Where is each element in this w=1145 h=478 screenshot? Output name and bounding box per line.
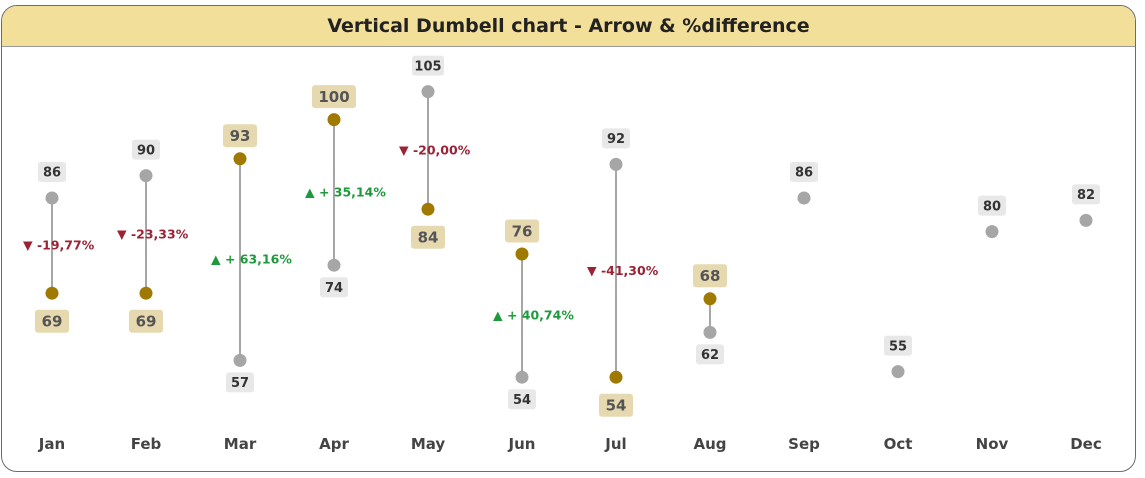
previous-value-label-bg <box>320 277 348 298</box>
previous-value-label: 90 <box>137 143 155 158</box>
previous-point <box>515 370 529 384</box>
current-point <box>139 286 153 300</box>
previous-value-label: 82 <box>1077 188 1095 203</box>
current-value-label-bg <box>505 219 539 243</box>
previous-point <box>609 157 623 171</box>
current-point <box>609 370 623 384</box>
previous-value-label: 86 <box>43 166 61 181</box>
difference-label: ▼ -20,00% <box>399 142 471 157</box>
x-tick-label: Aug <box>693 435 726 453</box>
x-tick-label: Apr <box>319 435 349 453</box>
previous-point <box>233 353 247 367</box>
current-point <box>327 113 341 127</box>
previous-point <box>421 85 435 99</box>
previous-point <box>139 169 153 183</box>
x-tick-label: Feb <box>131 435 162 453</box>
previous-value-label-bg <box>412 55 444 76</box>
x-tick-label: Oct <box>884 435 913 453</box>
chart-title: Vertical Dumbell chart - Arrow & %differ… <box>327 15 810 37</box>
current-value-label-bg <box>223 124 257 148</box>
previous-value-label-bg <box>132 139 160 160</box>
x-tick-label: Nov <box>976 435 1009 453</box>
previous-value-label: 86 <box>795 166 813 181</box>
current-value-label-bg <box>411 225 445 249</box>
previous-point <box>797 191 811 205</box>
current-value-label-bg <box>129 309 163 333</box>
previous-value-label-bg <box>696 344 724 365</box>
difference-label: ▲ + 63,16% <box>211 252 292 267</box>
x-tick-label: Jan <box>38 435 65 453</box>
title-bar: Vertical Dumbell chart - Arrow & %differ… <box>2 6 1135 47</box>
previous-value-label: 62 <box>701 348 719 363</box>
current-value-label-bg <box>35 309 69 333</box>
x-tick-label: Mar <box>224 435 257 453</box>
current-value-label-bg <box>312 85 356 109</box>
previous-point <box>985 225 999 239</box>
previous-value-label: 92 <box>607 132 625 147</box>
current-value-label: 76 <box>512 222 533 240</box>
difference-label: ▼ -41,30% <box>587 263 659 278</box>
difference-label: ▲ + 40,74% <box>493 308 574 323</box>
x-tick-label: Jun <box>508 435 536 453</box>
previous-value-label-bg <box>226 372 254 393</box>
x-tick-label: May <box>411 435 446 453</box>
current-value-label: 69 <box>136 313 157 331</box>
previous-value-label: 105 <box>414 59 441 74</box>
previous-value-label: 55 <box>889 339 907 354</box>
previous-value-label: 54 <box>513 393 531 408</box>
current-value-label: 69 <box>42 313 63 331</box>
current-point <box>233 152 247 166</box>
difference-label: ▲ + 35,14% <box>305 184 386 199</box>
previous-value-label-bg <box>978 195 1006 216</box>
x-tick-label: Sep <box>788 435 820 453</box>
previous-point <box>327 258 341 272</box>
previous-value-label-bg <box>884 335 912 356</box>
current-value-label: 100 <box>318 88 349 106</box>
current-value-label: 93 <box>230 127 251 145</box>
previous-value-label-bg <box>508 389 536 410</box>
difference-label: ▼ -19,77% <box>23 238 95 253</box>
previous-value-label-bg <box>1072 184 1100 205</box>
previous-value-label-bg <box>38 162 66 182</box>
current-value-label: 68 <box>700 267 721 285</box>
x-tick-label: Dec <box>1070 435 1102 453</box>
previous-value-label-bg <box>790 162 818 182</box>
previous-point <box>45 191 59 205</box>
x-tick-label: Jul <box>604 435 626 453</box>
previous-value-label: 80 <box>983 199 1001 214</box>
current-value-label-bg <box>599 393 633 417</box>
previous-point <box>1079 213 1093 227</box>
current-point <box>45 286 59 300</box>
previous-value-label-bg <box>602 128 630 149</box>
current-value-label-bg <box>693 264 727 288</box>
current-point <box>515 247 529 261</box>
previous-value-label: 57 <box>231 376 249 391</box>
chart-frame: Vertical Dumbell chart - Arrow & %differ… <box>1 5 1136 472</box>
previous-point <box>891 365 905 379</box>
current-value-label: 54 <box>606 397 627 415</box>
previous-point <box>703 325 717 339</box>
difference-label: ▼ -23,33% <box>117 226 189 241</box>
current-value-label: 84 <box>418 229 439 247</box>
current-point <box>703 292 717 306</box>
previous-value-label: 74 <box>325 281 343 296</box>
current-point <box>421 202 435 216</box>
